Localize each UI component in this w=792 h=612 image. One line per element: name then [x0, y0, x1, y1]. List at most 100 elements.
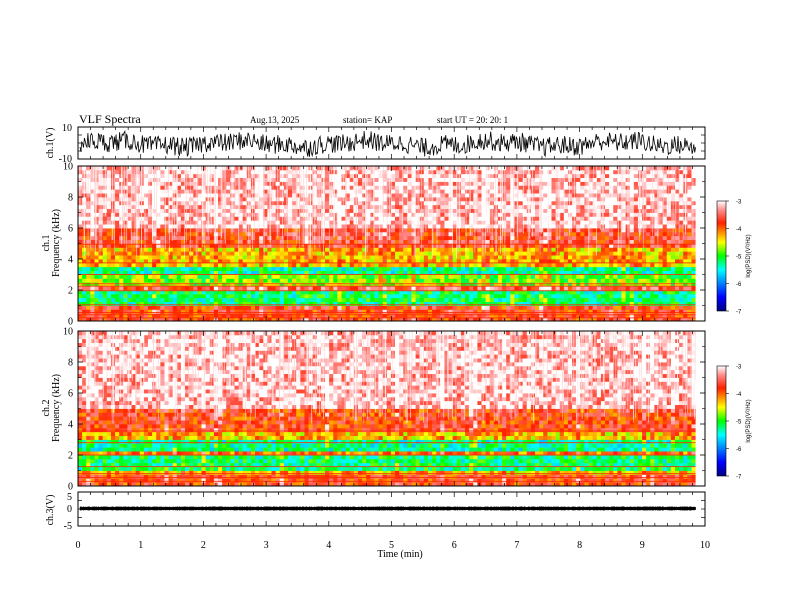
- spectrogram-cell: [197, 301, 202, 306]
- spectrogram-cell: [123, 220, 128, 225]
- spectrogram-cell: [90, 278, 95, 283]
- spectrogram-cell: [460, 317, 466, 322]
- spectrogram-cell: [518, 181, 524, 186]
- spectrogram-cell: [283, 169, 289, 175]
- spectrogram-cell: [423, 259, 429, 264]
- spectrogram-cell: [168, 293, 174, 299]
- spectrogram-cell: [456, 290, 462, 295]
- spectrogram-cell: [147, 313, 153, 318]
- spectrogram-cell: [197, 200, 202, 206]
- spectrogram-cell: [86, 266, 91, 272]
- spectrogram-cell: [477, 247, 482, 252]
- spectrogram-cell: [415, 239, 421, 244]
- spectrogram-cell: [572, 166, 577, 171]
- spectrogram-cell: [78, 216, 83, 221]
- spectrogram-cell: [160, 212, 165, 217]
- spectrogram-cell: [110, 251, 116, 256]
- spectrogram-cell: [530, 239, 536, 244]
- spectrogram-cell: [115, 228, 120, 233]
- spectrogram-column: [493, 166, 499, 322]
- spectrogram-cell: [514, 290, 519, 295]
- spectrogram-cell: [300, 235, 305, 241]
- spectrogram-cell: [304, 228, 309, 233]
- spectrogram-cell: [440, 181, 445, 186]
- spectrogram-cell: [189, 208, 194, 213]
- spectrogram-cell: [164, 255, 169, 260]
- spectrogram-cell: [353, 247, 359, 252]
- spectrogram-column: [386, 166, 392, 322]
- spectrogram-cell: [189, 270, 194, 275]
- spectrogram-cell: [370, 278, 375, 283]
- spectrogram-cell: [576, 220, 581, 225]
- spectrogram-cell: [271, 177, 277, 182]
- spectrogram-cell: [86, 305, 91, 310]
- spectrogram-cell: [94, 297, 99, 303]
- spectrogram-cell: [292, 274, 297, 279]
- spectrogram-cell: [423, 317, 429, 322]
- spectrogram-cell: [341, 166, 347, 171]
- spectrogram-cell: [374, 177, 379, 182]
- spectrogram-cell: [473, 290, 478, 295]
- spectrogram-cell: [497, 305, 503, 310]
- spectrogram-cell: [189, 185, 194, 190]
- spectrogram-cell: [399, 286, 404, 291]
- spectrogram-cell: [411, 297, 417, 303]
- spectrogram-cell: [415, 290, 421, 295]
- spectrogram-cell: [242, 317, 248, 322]
- spectrogram-cell: [255, 293, 260, 299]
- spectrogram-cell: [143, 193, 149, 198]
- spectrogram-cell: [230, 216, 235, 221]
- spectrogram-cell: [440, 208, 445, 213]
- spectrogram-cell: [345, 239, 351, 244]
- spectrogram-cell: [172, 270, 178, 275]
- spectrogram-cell: [382, 239, 388, 244]
- spectrogram-cell: [518, 282, 524, 287]
- spectrogram-cell: [131, 274, 137, 279]
- spectrogram-cell: [82, 305, 87, 310]
- spectrogram-cell: [403, 208, 408, 213]
- spectrogram-cell: [230, 208, 235, 213]
- spectrogram-cell: [304, 262, 309, 268]
- spectrogram-cell: [250, 189, 256, 194]
- spectrogram-cell: [193, 286, 198, 291]
- spectrogram-cell: [547, 200, 552, 206]
- spectrogram-cell: [275, 262, 281, 268]
- spectrogram-cell: [267, 247, 272, 252]
- spectrogram-cell: [370, 293, 375, 299]
- spectrogram-cell: [152, 231, 157, 237]
- spectrogram-cell: [90, 290, 95, 295]
- spectrogram-cell: [82, 293, 87, 299]
- spectrogram-cell: [312, 297, 318, 303]
- spectrogram-cell: [209, 169, 215, 175]
- spectrogram-cell: [493, 166, 499, 171]
- spectrogram-cell: [78, 212, 83, 217]
- spectrogram-cell: [209, 313, 215, 318]
- spectrogram-cell: [102, 270, 108, 275]
- spectrogram-cell: [395, 208, 400, 213]
- spectrogram-cell: [506, 235, 511, 241]
- spectrogram-cell: [230, 189, 235, 194]
- spectrogram-cell: [180, 189, 186, 194]
- spectrogram-cell: [370, 235, 375, 241]
- spectrogram-cell: [456, 301, 462, 306]
- spectrogram-cell: [440, 309, 445, 314]
- spectrogram-cell: [357, 228, 363, 233]
- spectrogram-cell: [345, 212, 351, 217]
- spectrogram-cell: [530, 243, 536, 248]
- spectrogram-cell: [185, 270, 190, 275]
- spectrogram-cell: [283, 305, 289, 310]
- spectrogram-cell: [563, 204, 569, 210]
- spectrogram-cell: [320, 290, 326, 295]
- spectrogram-cell: [110, 313, 116, 318]
- spectrogram-cell: [160, 247, 165, 252]
- spectrogram-cell: [230, 317, 235, 322]
- spectrogram-cell: [576, 262, 581, 268]
- spectrogram-cell: [452, 166, 458, 171]
- spectrogram-cell: [493, 197, 499, 202]
- spectrogram-cell: [115, 301, 120, 306]
- spectrogram-cell: [473, 224, 478, 229]
- spectrogram-cell: [493, 301, 499, 306]
- spectrogram-cell: [205, 282, 211, 287]
- spectrogram-cell: [419, 173, 425, 179]
- spectrogram-cell: [349, 305, 355, 310]
